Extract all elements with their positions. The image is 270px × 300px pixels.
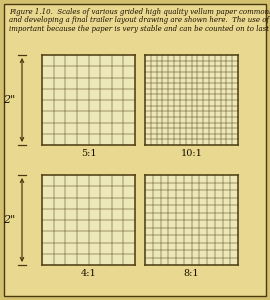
Bar xyxy=(145,175,238,265)
Text: 2": 2" xyxy=(3,95,15,105)
Text: Figure 1.10.  Scales of various grided high quality vellum paper commonly used f: Figure 1.10. Scales of various grided hi… xyxy=(9,8,270,16)
Text: and developing a final trailer layout drawing are shown here.  The use of vellum: and developing a final trailer layout dr… xyxy=(9,16,270,25)
Text: 10:1: 10:1 xyxy=(181,149,202,158)
Text: 2": 2" xyxy=(3,215,15,225)
Bar xyxy=(145,55,238,145)
Text: important because the paper is very stable and can be counted on to last for man: important because the paper is very stab… xyxy=(9,25,270,33)
Text: 8:1: 8:1 xyxy=(184,269,199,278)
Bar xyxy=(42,55,135,145)
Text: 5:1: 5:1 xyxy=(81,149,96,158)
Bar xyxy=(42,175,135,265)
Text: 4:1: 4:1 xyxy=(81,269,96,278)
